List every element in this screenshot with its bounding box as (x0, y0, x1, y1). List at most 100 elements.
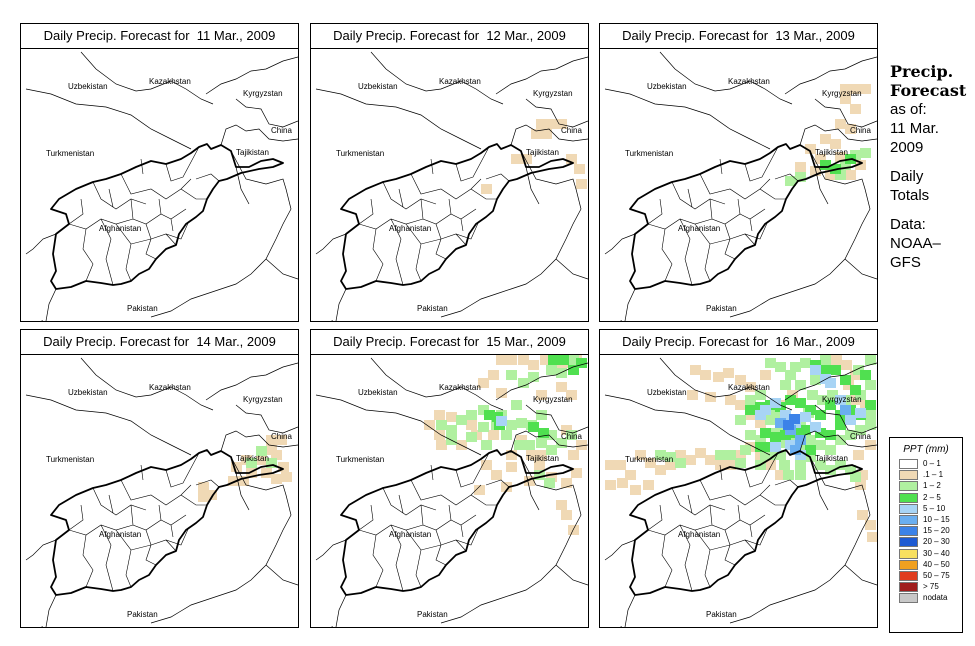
country-border (235, 404, 298, 434)
precip-cell (544, 478, 555, 488)
precip-cell (481, 184, 492, 194)
legend-label: 1 – 2 (923, 481, 941, 491)
province-border (410, 173, 482, 200)
province-border (744, 539, 756, 552)
country-border (525, 404, 588, 434)
precip-cell (481, 440, 492, 450)
province-border (759, 494, 786, 506)
province-border (774, 173, 799, 182)
country-label-afghanistan: Afghanistan (389, 530, 431, 539)
precip-cell (725, 395, 736, 405)
precip-cell (815, 440, 826, 450)
precip-cell (830, 365, 841, 375)
province-border (115, 529, 132, 588)
country-label-kazakhstan: Kazakhstan (728, 77, 770, 86)
country-border (525, 98, 588, 128)
province-border (410, 479, 482, 506)
province-border (195, 173, 220, 182)
province-border (679, 524, 693, 592)
sidebar-title-1: Precip. (890, 62, 954, 81)
country-border (315, 233, 347, 255)
precip-cell (780, 380, 791, 390)
precip-cell (865, 355, 876, 365)
precip-cell (556, 119, 567, 129)
legend-label: 20 – 30 (923, 537, 950, 547)
legend-item: 2 – 5 (890, 492, 962, 503)
country-border (495, 56, 588, 95)
country-border (555, 564, 588, 586)
precip-cell (760, 428, 771, 438)
precip-cell (531, 129, 542, 139)
country-label-afghanistan: Afghanistan (389, 224, 431, 233)
precip-cell (795, 380, 806, 390)
precip-cell (675, 458, 686, 468)
province-border (140, 158, 144, 175)
country-border (335, 288, 347, 321)
precip-cell (840, 94, 851, 104)
precip-cell (865, 440, 876, 450)
country-label-turkmenistan: Turkmenistan (46, 149, 94, 158)
precip-cell (850, 472, 861, 482)
precip-cell (775, 362, 786, 372)
panel-title: Daily Precip. Forecast for 12 Mar., 2009 (311, 24, 588, 49)
province-border (671, 181, 726, 210)
precip-cell (546, 445, 557, 455)
precip-cell (536, 119, 547, 129)
precip-cell (705, 455, 716, 465)
precip-cell (835, 152, 846, 162)
precip-cell (436, 440, 447, 450)
precip-cell (770, 398, 781, 408)
precip-cell (775, 418, 786, 428)
country-label-tajikistan: Tajikistan (526, 454, 559, 463)
province-border (744, 452, 779, 488)
precip-map: Uzbekistan Kazakhstan Kyrgyzstan China Turkm… (311, 355, 588, 627)
legend-label: 5 – 10 (923, 503, 946, 513)
precip-cell (246, 458, 257, 468)
country-border (659, 357, 793, 411)
precip-cell (820, 160, 831, 170)
legend-swatch (899, 503, 918, 514)
precip-cell (478, 422, 489, 432)
precip-cell (840, 405, 851, 415)
legend-label: 40 – 50 (923, 559, 950, 569)
precip-cell (700, 370, 711, 380)
country-label-china: China (561, 432, 582, 441)
precip-cell (850, 385, 861, 395)
legend-item: 10 – 15 (890, 514, 962, 525)
precip-cell (446, 425, 457, 435)
country-label-uzbekistan: Uzbekistan (647, 82, 687, 91)
precip-cell (645, 458, 656, 468)
precip-cell (501, 430, 512, 440)
precip-cell (576, 179, 587, 189)
country-label-afghanistan: Afghanistan (99, 224, 141, 233)
precip-cell (855, 480, 866, 490)
precip-cell (556, 368, 567, 378)
precip-cell (625, 470, 636, 480)
country-label-kyrgyzstan: Kyrgyzstan (243, 89, 283, 98)
precip-cell (511, 400, 522, 410)
country-border (510, 430, 588, 452)
precip-cell (785, 370, 796, 380)
province-border (180, 188, 207, 200)
precip-cell (845, 430, 856, 440)
data-label: Data: (890, 216, 926, 233)
legend-item: > 75 (890, 581, 962, 593)
precip-cell (805, 405, 816, 415)
precip-cell (675, 450, 686, 460)
country-label-kyrgyzstan: Kyrgyzstan (822, 89, 862, 98)
legend-swatch (899, 526, 918, 537)
precip-cell (770, 432, 781, 442)
precip-cell (755, 410, 766, 420)
panel-title: Daily Precip. Forecast for 14 Mar., 2009 (21, 330, 298, 355)
province-border (448, 198, 452, 215)
province-border (82, 228, 94, 282)
province-border (719, 158, 723, 175)
country-label-kazakhstan: Kazakhstan (149, 383, 191, 392)
daily-label: Daily (890, 168, 924, 185)
country-border (814, 98, 877, 128)
legend-label: nodata (923, 593, 948, 603)
country-label-tajikistan: Tajikistan (236, 148, 269, 157)
precip-cell (488, 430, 499, 440)
country-border (235, 98, 298, 128)
province-border (100, 218, 114, 286)
